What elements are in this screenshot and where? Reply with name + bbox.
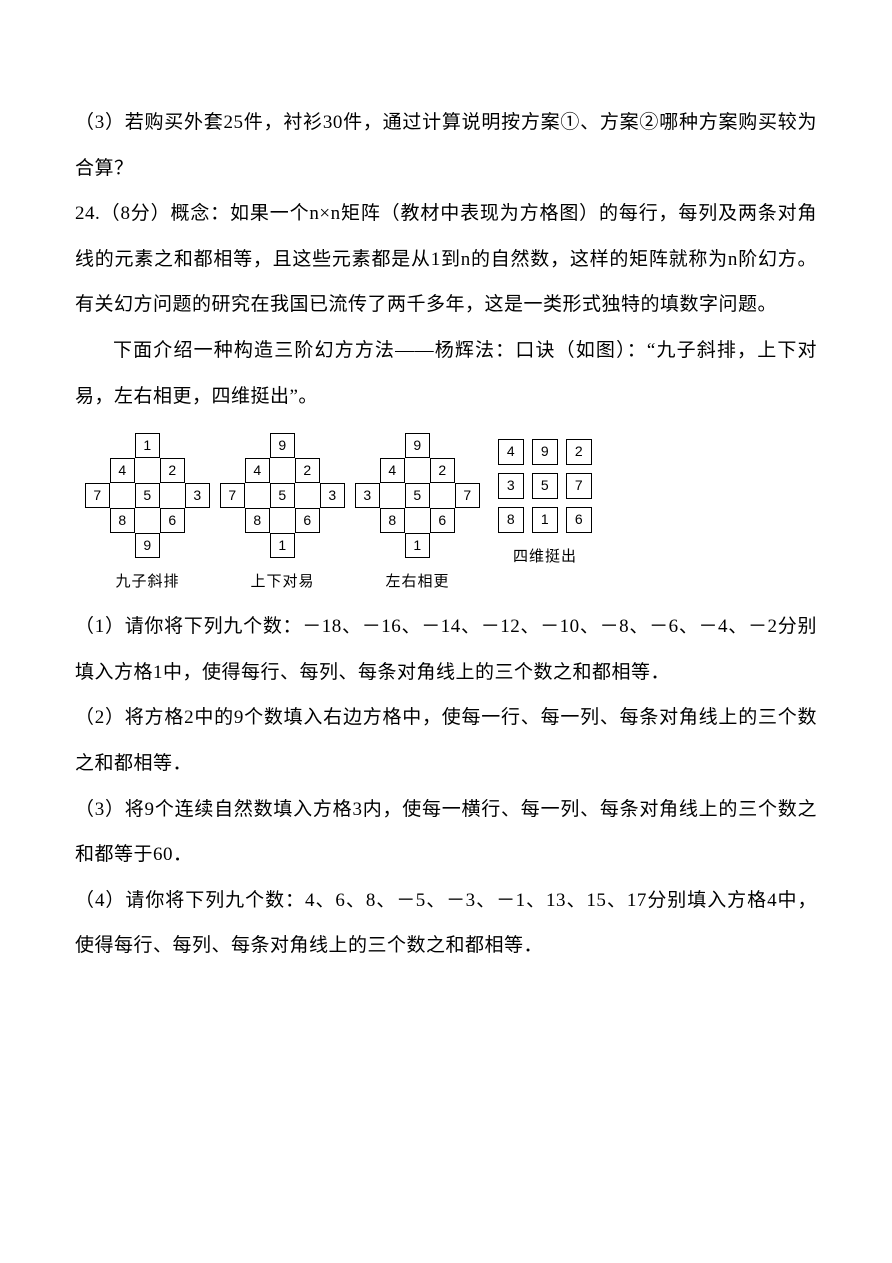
diagram-4: 4 9 2 3 5 7 8 1 6 四维挺出 (498, 433, 592, 575)
d3-cell: 4 (380, 458, 405, 483)
question-24-sub1: （1）请你将下列九个数：－18、－16、－14、－12、－10、－8、－6、－4… (75, 604, 817, 695)
page-container: （3）若购买外套25件，衬衫30件，通过计算说明按方案①、方案②哪种方案购买较为… (0, 0, 892, 1029)
d1-cell: 8 (110, 508, 135, 533)
d2-cell: 3 (320, 483, 345, 508)
d4-cell: 8 (498, 507, 524, 533)
question-24-method: 下面介绍一种构造三阶幻方方法——杨辉法：口诀（如图）：“九子斜排，上下对易，左右… (75, 328, 817, 419)
d4-cell: 2 (566, 439, 592, 465)
d2-cell: 6 (295, 508, 320, 533)
diagram-1-grid: 1 42 753 86 9 (85, 433, 210, 558)
d4-cell: 7 (566, 473, 592, 499)
d3-cell: 5 (405, 483, 430, 508)
diagram-2-label: 上下对易 (250, 564, 314, 600)
diagram-3-grid: 9 42 357 86 1 (355, 433, 480, 558)
d1-cell: 4 (110, 458, 135, 483)
d1-cell: 9 (135, 533, 160, 558)
d4-cell: 3 (498, 473, 524, 499)
d3-cell: 8 (380, 508, 405, 533)
d4-cell: 5 (532, 473, 558, 499)
question-24-intro: 24.（8分）概念：如果一个n×n矩阵（教材中表现为方格图）的每行，每列及两条对… (75, 191, 817, 328)
diagrams-row: 1 42 753 86 9 九子斜排 9 42 753 86 1 上下对易 (85, 433, 817, 600)
d2-cell: 8 (245, 508, 270, 533)
d4-cell: 4 (498, 439, 524, 465)
d2-cell: 5 (270, 483, 295, 508)
d1-cell: 1 (135, 433, 160, 458)
d2-cell: 4 (245, 458, 270, 483)
d3-cell: 2 (430, 458, 455, 483)
diagram-4-label: 四维挺出 (513, 539, 577, 575)
d2-cell: 7 (220, 483, 245, 508)
d1-cell: 2 (160, 458, 185, 483)
d3-cell: 9 (405, 433, 430, 458)
d3-cell: 7 (455, 483, 480, 508)
diagram-1-label: 九子斜排 (115, 564, 179, 600)
question-23-part3: （3）若购买外套25件，衬衫30件，通过计算说明按方案①、方案②哪种方案购买较为… (75, 100, 817, 191)
d2-cell: 9 (270, 433, 295, 458)
yanghui-diagram-block: 1 42 753 86 9 九子斜排 9 42 753 86 1 上下对易 (75, 433, 817, 600)
diagram-1: 1 42 753 86 9 九子斜排 (85, 433, 210, 600)
diagram-3-label: 左右相更 (385, 564, 449, 600)
d1-cell: 3 (185, 483, 210, 508)
question-24-sub2: （2）将方格2中的9个数填入右边方格中，使每一行、每一列、每条对角线上的三个数之… (75, 695, 817, 786)
d3-cell: 3 (355, 483, 380, 508)
d4-cell: 6 (566, 507, 592, 533)
d4-cell: 9 (532, 439, 558, 465)
d3-cell: 1 (405, 533, 430, 558)
d1-cell: 5 (135, 483, 160, 508)
diagram-3: 9 42 357 86 1 左右相更 (355, 433, 480, 600)
d1-cell: 6 (160, 508, 185, 533)
diagram-4-grid: 4 9 2 3 5 7 8 1 6 (498, 433, 592, 533)
d1-cell: 7 (85, 483, 110, 508)
d2-cell: 2 (295, 458, 320, 483)
question-24-sub3: （3）将9个连续自然数填入方格3内，使每一横行、每一列、每条对角线上的三个数之和… (75, 787, 817, 878)
diagram-2: 9 42 753 86 1 上下对易 (220, 433, 345, 600)
question-24-sub4: （4）请你将下列九个数：4、6、8、－5、－3、－1、13、15、17分别填入方… (75, 878, 817, 969)
d3-cell: 6 (430, 508, 455, 533)
diagram-2-grid: 9 42 753 86 1 (220, 433, 345, 558)
d4-cell: 1 (532, 507, 558, 533)
d2-cell: 1 (270, 533, 295, 558)
